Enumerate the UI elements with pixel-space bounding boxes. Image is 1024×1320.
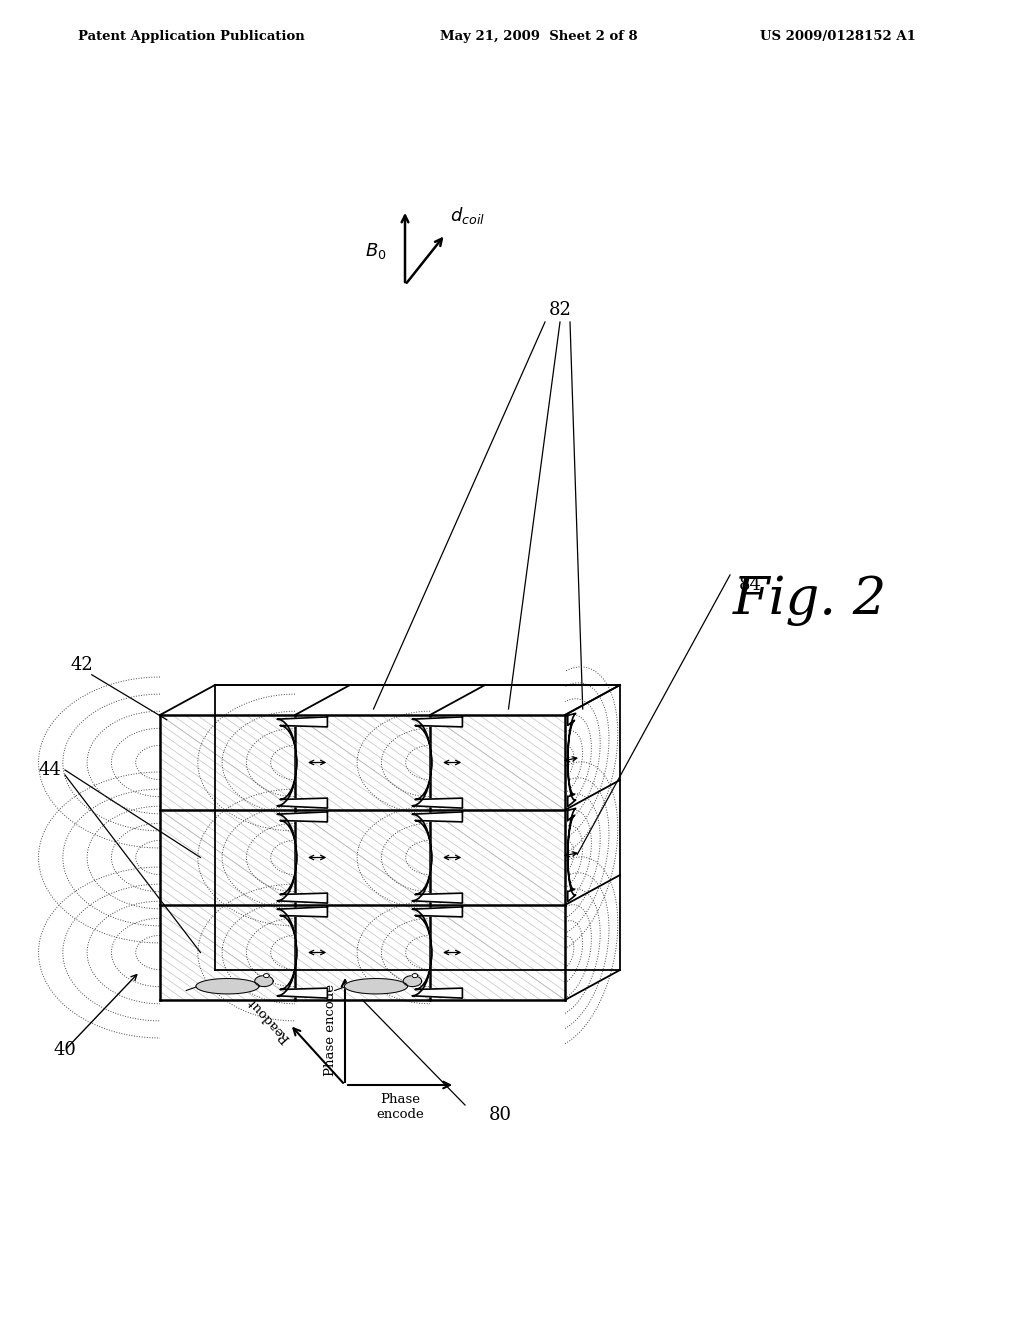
Text: US 2009/0128152 A1: US 2009/0128152 A1 (760, 30, 915, 44)
Text: 40: 40 (53, 1041, 77, 1059)
Polygon shape (412, 974, 418, 978)
Text: 80: 80 (488, 1106, 512, 1125)
Text: 84: 84 (738, 576, 762, 594)
Text: Phase
encode: Phase encode (376, 1093, 424, 1121)
Polygon shape (413, 812, 463, 903)
Polygon shape (255, 975, 273, 986)
Polygon shape (278, 907, 328, 998)
Polygon shape (413, 717, 463, 808)
Text: 44: 44 (39, 762, 61, 779)
Text: 42: 42 (71, 656, 93, 673)
Polygon shape (196, 978, 259, 994)
Polygon shape (567, 808, 575, 902)
Text: Readout: Readout (246, 995, 293, 1044)
Polygon shape (344, 978, 408, 994)
Text: 82: 82 (549, 301, 571, 319)
Polygon shape (413, 907, 463, 998)
Polygon shape (263, 974, 269, 978)
Text: Phase encode: Phase encode (324, 983, 337, 1076)
Text: $d_{coil}$: $d_{coil}$ (451, 206, 485, 226)
Text: May 21, 2009  Sheet 2 of 8: May 21, 2009 Sheet 2 of 8 (440, 30, 638, 44)
Text: $B_0$: $B_0$ (366, 242, 387, 261)
Polygon shape (567, 713, 575, 807)
Polygon shape (278, 812, 328, 903)
Polygon shape (403, 975, 422, 986)
Text: Fig. 2: Fig. 2 (733, 574, 887, 626)
Polygon shape (278, 717, 328, 808)
Text: Patent Application Publication: Patent Application Publication (78, 30, 305, 44)
